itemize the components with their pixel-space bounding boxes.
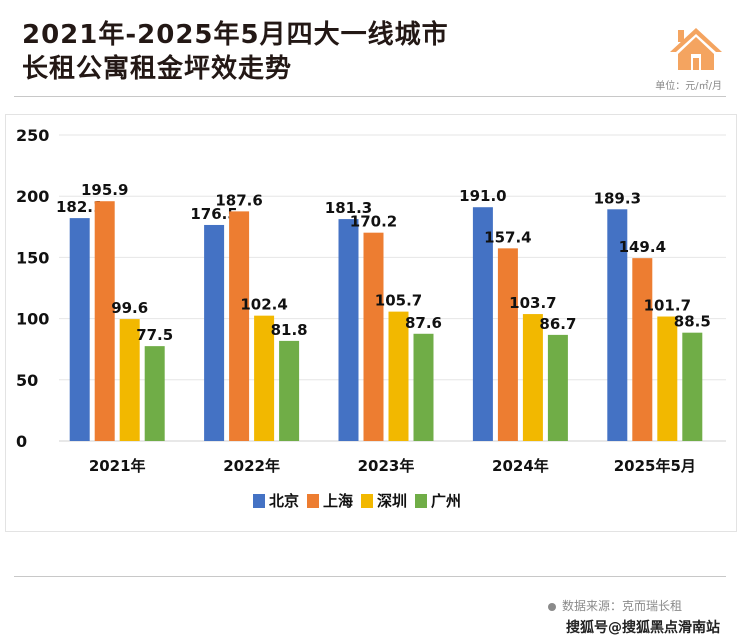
data-label: 191.0: [459, 187, 506, 205]
x-tick-label: 2023年: [358, 457, 415, 475]
data-label: 170.2: [350, 213, 397, 231]
bar-深圳: [388, 311, 409, 441]
data-label: 77.5: [136, 326, 173, 344]
data-label: 99.6: [111, 299, 148, 317]
bar-北京: [472, 207, 493, 441]
legend-label: 广州: [431, 492, 461, 510]
data-label: 182.1: [56, 198, 103, 216]
y-tick-label: 50: [16, 371, 38, 390]
bar-上海: [363, 232, 384, 441]
bar-北京: [607, 209, 628, 441]
watermark-credit: 搜狐号@搜狐黑点滑南站: [566, 620, 720, 636]
title-line-1: 2021年-2025年5月四大一线城市: [22, 20, 449, 50]
bar-北京: [204, 224, 225, 441]
x-tick-label: 2024年: [492, 457, 549, 475]
house-icon: [670, 28, 722, 70]
legend-label: 上海: [323, 492, 353, 510]
bar-深圳: [657, 316, 678, 441]
bar-上海: [94, 201, 115, 441]
bar-北京: [338, 219, 359, 441]
y-tick-label: 200: [16, 187, 49, 206]
header-divider: [14, 96, 726, 97]
bar-上海: [497, 248, 518, 441]
data-label: 189.3: [594, 189, 641, 207]
page-title: 2021年-2025年5月四大一线城市 长租公寓租金坪效走势: [22, 18, 449, 86]
x-tick-label: 2022年: [223, 457, 280, 475]
data-label: 195.9: [81, 181, 128, 199]
bar-广州: [413, 333, 434, 441]
title-line-2: 长租公寓租金坪效走势: [22, 54, 293, 84]
bar-广州: [144, 346, 165, 441]
data-label: 103.7: [509, 294, 556, 312]
bar-上海: [229, 211, 250, 441]
data-label: 81.8: [271, 321, 308, 339]
bar-上海: [632, 258, 653, 441]
bar-深圳: [119, 319, 140, 441]
footer-divider: [14, 576, 726, 577]
legend-label: 北京: [269, 492, 299, 510]
bar-深圳: [254, 315, 275, 441]
chart-panel: 0 50 100 150 200 250 182.1 195.9 99.6 77.5 2021年 17…: [5, 114, 737, 532]
bar-广州: [547, 334, 568, 441]
unit-label: 单位：元/㎡/月: [655, 81, 722, 92]
data-label: 88.5: [674, 313, 711, 331]
y-tick-label: 0: [16, 432, 27, 451]
x-tick-label: 2025年5月: [614, 457, 696, 475]
data-source-text: 数据来源：克而瑞长租: [562, 599, 683, 613]
data-label: 86.7: [539, 315, 576, 333]
bar-广州: [682, 332, 703, 441]
data-label: 176.5: [190, 205, 237, 223]
legend-swatch-广州: [415, 494, 427, 508]
legend-swatch-深圳: [361, 494, 373, 508]
legend-swatch-北京: [253, 494, 265, 508]
data-label: 105.7: [375, 292, 422, 310]
data-label: 157.4: [484, 228, 531, 246]
bullet-icon: [548, 602, 556, 611]
y-tick-label: 250: [16, 126, 49, 145]
y-tick-label: 150: [16, 248, 49, 267]
data-label: 87.6: [405, 314, 442, 332]
bar-北京: [69, 218, 90, 441]
y-tick-label: 100: [16, 310, 49, 329]
data-source: 数据来源：克而瑞长租: [548, 597, 682, 614]
bar-广州: [279, 340, 300, 441]
legend-label: 深圳: [377, 492, 407, 510]
legend-swatch-上海: [307, 494, 319, 508]
data-label: 149.4: [619, 238, 666, 256]
x-tick-label: 2021年: [89, 457, 146, 475]
data-label: 101.7: [644, 297, 691, 315]
data-label: 187.6: [215, 191, 262, 209]
data-label: 181.3: [325, 199, 372, 217]
bar-深圳: [522, 314, 543, 441]
data-label: 102.4: [240, 296, 287, 314]
